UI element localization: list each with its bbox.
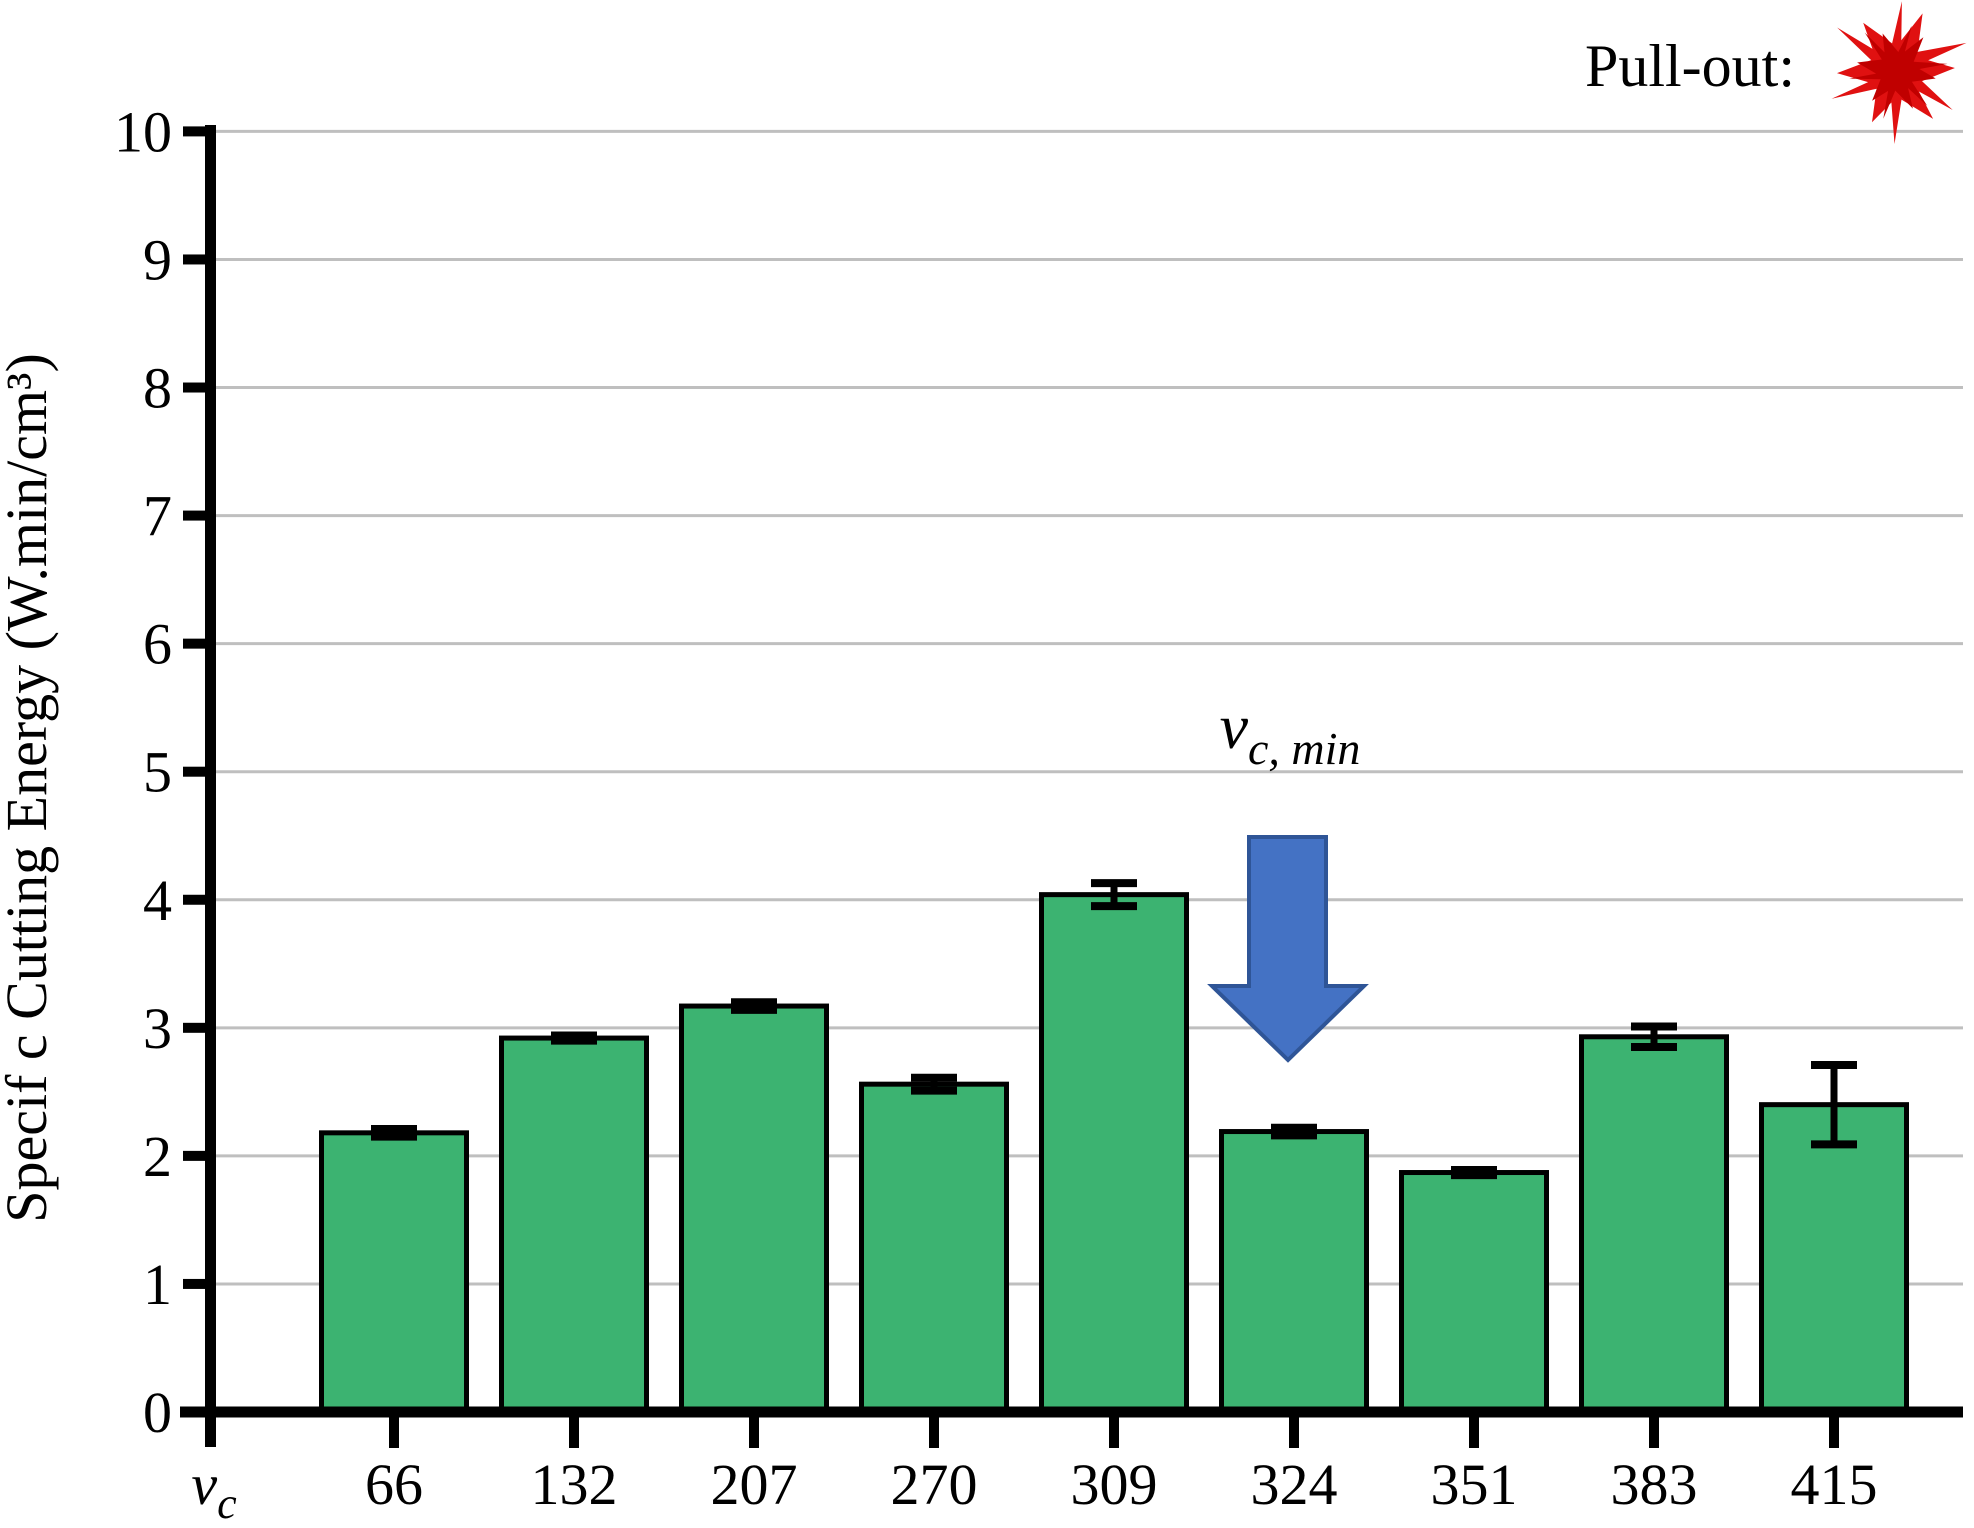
x-tick-label-207: 207 xyxy=(711,1452,798,1517)
y-tick-label-3: 3 xyxy=(143,996,172,1061)
error-bar-132 xyxy=(551,1031,597,1045)
error-bar-351 xyxy=(1451,1165,1497,1180)
y-tick-label-9: 9 xyxy=(143,227,172,292)
x-tick-labels: 66 132 207 270 309 324 351 383 415 xyxy=(365,1452,1878,1517)
bar-351 xyxy=(1399,1170,1549,1415)
y-tick-2 xyxy=(183,1150,208,1161)
bar-66 xyxy=(319,1130,469,1415)
y-tick-label-10: 10 xyxy=(114,99,172,164)
y-tick-label-1: 1 xyxy=(143,1252,172,1317)
y-tick-4 xyxy=(183,894,208,905)
x-axis-symbol: vc xyxy=(191,1452,237,1528)
bar-383 xyxy=(1579,1034,1729,1415)
starburst-inner-shape xyxy=(1849,25,1948,119)
y-tick-9 xyxy=(183,254,208,265)
x-tick-351 xyxy=(1469,1412,1479,1448)
bar-415 xyxy=(1759,1102,1909,1415)
x-tick-309 xyxy=(1109,1412,1119,1448)
axes xyxy=(180,125,1963,1448)
x-tick-label-132: 132 xyxy=(531,1452,618,1517)
error-bar-324 xyxy=(1271,1123,1317,1140)
x-tick-207 xyxy=(749,1412,759,1448)
error-bar-270 xyxy=(911,1073,957,1095)
y-tick-3 xyxy=(183,1022,208,1033)
x-tick-label-415: 415 xyxy=(1791,1452,1878,1517)
y-tick-label-2: 2 xyxy=(143,1124,172,1189)
bars xyxy=(319,892,1909,1415)
bar-270 xyxy=(859,1081,1009,1415)
pull-out-starburst-icon xyxy=(1831,1,1967,145)
annotation-vc-min: vc, min xyxy=(1220,691,1361,774)
x-tick-270 xyxy=(929,1412,939,1448)
x-tick-66 xyxy=(389,1412,399,1448)
error-bar-309 xyxy=(1091,879,1137,911)
error-bar-66 xyxy=(371,1124,417,1141)
y-tick-label-6: 6 xyxy=(143,612,172,677)
legend-label: Pull-out: xyxy=(1585,33,1795,99)
y-axis-title: Specif c Cutting Energy (W.min/cm³) xyxy=(0,353,59,1223)
bar-207 xyxy=(679,1003,829,1415)
y-axis-line xyxy=(205,125,216,1447)
x-tick-132 xyxy=(569,1412,579,1448)
bar-132 xyxy=(499,1035,649,1415)
y-tick-0 xyxy=(183,1407,208,1417)
x-tick-label-309: 309 xyxy=(1071,1452,1158,1517)
down-arrow-annotation-icon xyxy=(1207,835,1369,1063)
error-bar-383 xyxy=(1631,1022,1677,1052)
x-tick-label-270: 270 xyxy=(891,1452,978,1517)
x-tick-324 xyxy=(1289,1412,1299,1448)
x-tick-383 xyxy=(1649,1412,1659,1448)
y-tick-label-5: 5 xyxy=(143,740,172,805)
y-tick-labels: 0 1 2 3 4 5 6 7 8 9 10 xyxy=(114,99,172,1445)
y-tick-1 xyxy=(183,1278,208,1289)
bar-309 xyxy=(1039,892,1189,1415)
y-tick-label-0: 0 xyxy=(143,1380,172,1445)
y-tick-label-7: 7 xyxy=(143,484,172,549)
bar-324 xyxy=(1219,1129,1369,1415)
x-tick-415 xyxy=(1829,1412,1839,1448)
y-tick-label-4: 4 xyxy=(143,868,172,933)
y-tick-8 xyxy=(183,382,208,393)
error-bars xyxy=(371,879,1857,1180)
error-bar-415 xyxy=(1811,1060,1857,1149)
x-tick-label-351: 351 xyxy=(1431,1452,1518,1517)
x-tick-label-324: 324 xyxy=(1251,1452,1338,1517)
x-tick-label-66: 66 xyxy=(365,1452,423,1517)
y-tick-6 xyxy=(183,638,208,649)
x-tick-label-383: 383 xyxy=(1611,1452,1698,1517)
y-tick-7 xyxy=(183,510,208,521)
x-axis-line xyxy=(180,1406,1963,1418)
error-bar-207 xyxy=(731,998,777,1014)
y-tick-10 xyxy=(183,126,208,137)
y-tick-5 xyxy=(183,766,208,777)
y-tick-label-8: 8 xyxy=(143,356,172,421)
